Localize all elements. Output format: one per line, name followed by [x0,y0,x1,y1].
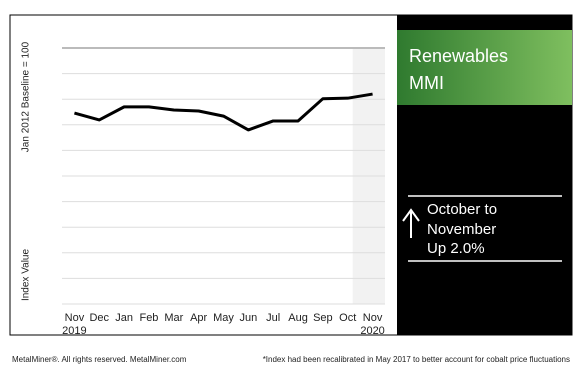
title-box [397,30,572,105]
x-tick-label: Sep [313,312,333,324]
x-tick-label: Oct [339,312,356,324]
title-line: MMI [409,73,444,93]
y-axis-label: Jan 2012 Baseline = 100 [21,41,32,152]
x-year-label: 2020 [360,325,384,337]
x-year-label: 2019 [62,325,86,337]
change-text: November [427,221,496,238]
x-tick-label: Jan [115,312,133,324]
title-line: Renewables [409,46,508,66]
x-tick-label: Jul [266,312,280,324]
x-tick-label: Jun [239,312,257,324]
footer-left: MetalMiner®. All rights reserved. MetalM… [12,355,187,364]
change-text: October to [427,201,497,218]
y-axis-label: Index Value [21,249,32,302]
change-text: Up 2.0% [427,240,485,257]
x-tick-label: Apr [190,312,207,324]
x-tick-label: May [213,312,234,324]
x-tick-label: Nov [363,312,383,324]
footer-right: *Index had been recalibrated in May 2017… [263,355,570,364]
series-line [74,92,373,132]
x-tick-label: Aug [288,312,308,324]
x-tick-label: Mar [164,312,183,324]
x-tick-label: Dec [89,312,109,324]
up-arrow [402,208,420,238]
x-tick-label: Nov [65,312,85,324]
x-tick-label: Feb [139,312,158,324]
